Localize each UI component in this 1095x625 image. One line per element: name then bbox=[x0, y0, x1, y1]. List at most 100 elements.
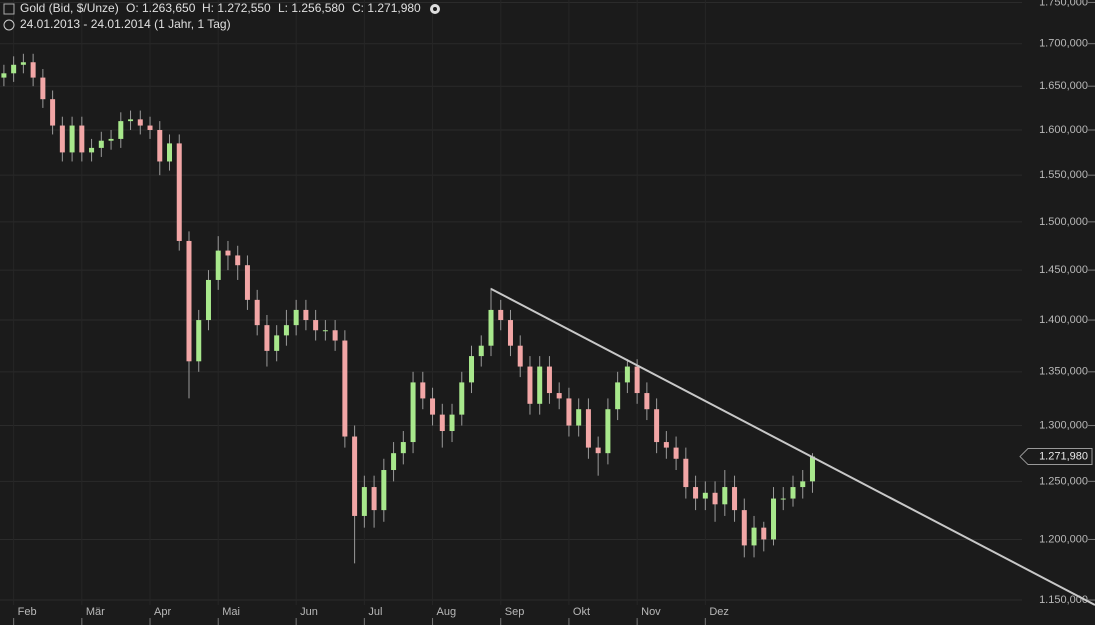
candle-body bbox=[410, 382, 416, 443]
low-label: L: 1.256,580 bbox=[278, 1, 345, 15]
candle-body bbox=[391, 453, 397, 471]
candle-body bbox=[527, 366, 533, 404]
candle-body bbox=[663, 442, 669, 448]
candle-body bbox=[790, 487, 796, 499]
candle-body bbox=[50, 99, 56, 126]
candle-body bbox=[1, 73, 7, 78]
candle-body bbox=[732, 487, 738, 511]
candle-body bbox=[673, 447, 679, 459]
candle-body bbox=[595, 447, 601, 454]
candle-body bbox=[137, 119, 143, 126]
candle-body bbox=[303, 309, 309, 321]
candle-body bbox=[400, 442, 406, 454]
y-tick-label: 1.200,000 bbox=[1039, 533, 1088, 545]
candle-body bbox=[439, 414, 445, 432]
candle-body bbox=[118, 121, 124, 139]
candle-body bbox=[420, 382, 426, 399]
candle-body bbox=[702, 492, 708, 499]
candle-body bbox=[264, 325, 270, 351]
y-tick-label: 1.750,000 bbox=[1039, 0, 1088, 8]
candle-body bbox=[517, 345, 523, 367]
candle-body bbox=[722, 487, 728, 505]
candle-body bbox=[449, 414, 455, 432]
candle-body bbox=[128, 119, 134, 122]
candle-body bbox=[244, 265, 250, 300]
candle-body bbox=[507, 320, 513, 346]
candle-body bbox=[566, 398, 572, 426]
candle-body bbox=[683, 458, 689, 488]
candle-body bbox=[293, 309, 299, 326]
settings-button-dot bbox=[433, 7, 437, 11]
candle-body bbox=[59, 125, 65, 153]
candle-body bbox=[478, 345, 484, 357]
x-tick-label: Jul bbox=[368, 606, 382, 618]
candle-body bbox=[576, 409, 582, 426]
candle-body bbox=[615, 382, 621, 410]
y-tick-label: 1.350,000 bbox=[1039, 366, 1088, 378]
candle-body bbox=[624, 366, 630, 383]
candle-body bbox=[537, 366, 543, 404]
open-label: O: 1.263,650 bbox=[126, 1, 196, 15]
candle-body bbox=[167, 143, 173, 162]
candle-body bbox=[89, 147, 95, 153]
candle-body bbox=[98, 140, 104, 148]
candle-body bbox=[644, 393, 650, 410]
candle-body bbox=[215, 250, 221, 280]
x-tick-label: Okt bbox=[573, 606, 590, 618]
candle-body bbox=[254, 299, 260, 326]
candle-body bbox=[712, 492, 718, 505]
candle-body bbox=[634, 366, 640, 394]
candle-body bbox=[693, 487, 699, 499]
x-tick-label: Feb bbox=[18, 606, 37, 618]
y-tick-label: 1.150,000 bbox=[1039, 594, 1088, 606]
last-price-label: 1.271,980 bbox=[1039, 450, 1088, 462]
candle-body bbox=[20, 62, 26, 65]
candle-body bbox=[605, 409, 611, 454]
candle-body bbox=[654, 409, 660, 443]
y-tick-label: 1.400,000 bbox=[1039, 314, 1088, 326]
candle-body bbox=[771, 498, 777, 540]
period: 24.01.2013 - 24.01.2014 (1 Jahr, 1 Tag) bbox=[20, 17, 231, 31]
candle-body bbox=[585, 409, 591, 448]
y-tick-label: 1.500,000 bbox=[1039, 216, 1088, 228]
candle-body bbox=[741, 510, 747, 546]
candle-body bbox=[751, 527, 757, 546]
candle-body bbox=[274, 335, 280, 351]
y-tick-label: 1.650,000 bbox=[1039, 80, 1088, 92]
candle-body bbox=[556, 393, 562, 399]
candle-body bbox=[11, 64, 17, 74]
candle-body bbox=[761, 527, 767, 540]
candle-body bbox=[147, 125, 153, 130]
x-tick-label: Sep bbox=[505, 606, 525, 618]
candle-body bbox=[332, 330, 338, 341]
chart-title: Gold (Bid, $/Unze) bbox=[20, 1, 119, 15]
y-tick-label: 1.600,000 bbox=[1039, 124, 1088, 136]
candle-body bbox=[352, 436, 358, 516]
candle-body bbox=[800, 481, 806, 488]
x-tick-label: Mai bbox=[222, 606, 240, 618]
candle-body bbox=[79, 125, 85, 153]
high-label: H: 1.272,550 bbox=[202, 1, 271, 15]
candle-body bbox=[488, 309, 494, 346]
candle-body bbox=[430, 398, 436, 415]
x-tick-label: Aug bbox=[437, 606, 457, 618]
x-tick-label: Mär bbox=[86, 606, 105, 618]
candle-body bbox=[371, 487, 377, 511]
trendline bbox=[490, 287, 1095, 606]
candle-body bbox=[283, 325, 289, 336]
x-tick-label: Nov bbox=[641, 606, 661, 618]
candle-body bbox=[469, 356, 475, 383]
x-tick-label: Jun bbox=[300, 606, 318, 618]
candle-body bbox=[322, 330, 328, 332]
candle-body bbox=[498, 309, 504, 321]
candle-body bbox=[225, 250, 231, 256]
y-tick-label: 1.700,000 bbox=[1039, 38, 1088, 50]
y-tick-label: 1.300,000 bbox=[1039, 419, 1088, 431]
candle-body bbox=[205, 279, 211, 321]
candle-body bbox=[459, 382, 465, 415]
candle-body bbox=[361, 487, 367, 516]
candle-body bbox=[30, 62, 36, 78]
x-tick-label: Dez bbox=[709, 606, 729, 618]
